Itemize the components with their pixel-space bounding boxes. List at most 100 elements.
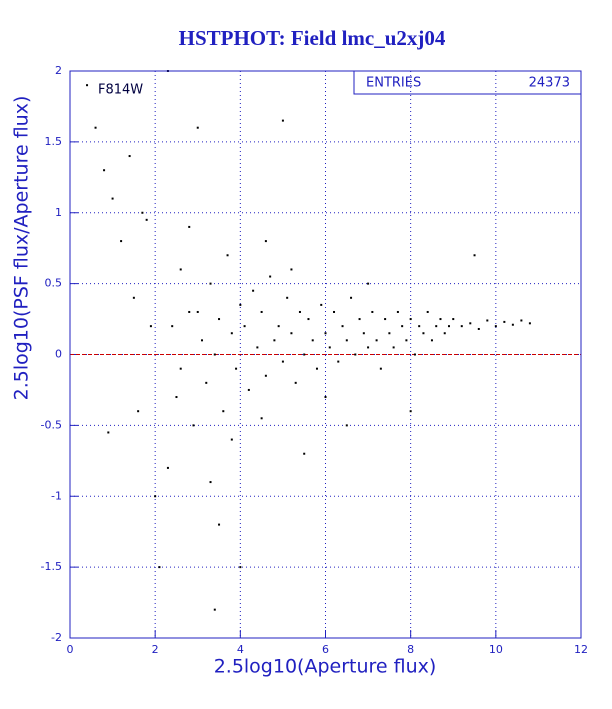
- y-tick-label: -1.5: [41, 560, 62, 573]
- point: [111, 197, 114, 200]
- point: [375, 339, 378, 342]
- point: [213, 353, 216, 356]
- point: [354, 353, 357, 356]
- point: [367, 346, 370, 349]
- point: [520, 319, 523, 322]
- y-tick-label: 2: [55, 64, 62, 77]
- point: [345, 339, 348, 342]
- point: [226, 254, 229, 257]
- point: [260, 417, 263, 420]
- point: [171, 325, 174, 328]
- point: [367, 282, 370, 285]
- point: [405, 339, 408, 342]
- point: [120, 240, 123, 243]
- point: [252, 289, 255, 292]
- point: [435, 325, 438, 328]
- point: [418, 325, 421, 328]
- point: [294, 381, 297, 384]
- point: [209, 481, 212, 484]
- stats-value: 24373: [529, 76, 570, 91]
- point: [311, 339, 314, 342]
- point: [239, 566, 242, 569]
- point: [243, 325, 246, 328]
- point: [401, 325, 404, 328]
- point: [290, 268, 293, 271]
- y-tick-label: 0.5: [45, 277, 63, 290]
- point: [413, 353, 416, 356]
- x-tick-label: 2: [152, 643, 159, 656]
- point: [328, 346, 331, 349]
- point: [503, 320, 506, 323]
- point: [196, 126, 199, 129]
- point: [277, 325, 280, 328]
- point: [439, 318, 442, 321]
- y-tick-label: 0: [55, 348, 62, 361]
- point: [137, 410, 140, 413]
- point: [298, 310, 301, 313]
- point: [179, 268, 182, 271]
- point: [379, 367, 382, 370]
- annotation: F814W: [98, 83, 143, 98]
- point: [511, 323, 514, 326]
- x-tick-label: 0: [67, 643, 74, 656]
- point: [103, 169, 106, 172]
- point: [247, 388, 250, 391]
- point: [324, 396, 327, 399]
- point: [337, 360, 340, 363]
- point: [281, 119, 284, 122]
- point: [409, 318, 412, 321]
- point: [264, 240, 267, 243]
- point: [469, 322, 472, 325]
- point: [264, 374, 267, 377]
- point: [430, 339, 433, 342]
- y-tick-label: 1.5: [45, 135, 63, 148]
- point: [388, 332, 391, 335]
- point: [158, 566, 161, 569]
- point: [86, 84, 89, 87]
- point: [422, 332, 425, 335]
- point: [307, 318, 310, 321]
- point: [188, 225, 191, 228]
- point: [218, 318, 221, 321]
- point: [473, 254, 476, 257]
- point: [341, 325, 344, 328]
- point: [315, 367, 318, 370]
- point: [175, 396, 178, 399]
- y-tick-label: 1: [55, 206, 62, 219]
- point: [443, 332, 446, 335]
- stats-label: ENTRIES: [366, 76, 421, 91]
- point: [384, 318, 387, 321]
- point: [222, 410, 225, 413]
- point: [179, 367, 182, 370]
- point: [273, 339, 276, 342]
- y-tick-label: -0.5: [41, 418, 62, 431]
- point: [149, 325, 152, 328]
- point: [460, 325, 463, 328]
- point: [345, 424, 348, 427]
- point: [477, 327, 480, 330]
- point: [303, 452, 306, 455]
- point: [286, 296, 289, 299]
- point: [396, 310, 399, 313]
- y-axis-label: 2.5log10(PSF flux/Aperture flux): [11, 96, 33, 401]
- point: [290, 332, 293, 335]
- x-tick-label: 8: [407, 643, 414, 656]
- point: [166, 466, 169, 469]
- chart-title: HSTPHOT: Field lmc_u2xj04: [179, 26, 446, 50]
- point: [281, 360, 284, 363]
- x-tick-label: 12: [574, 643, 588, 656]
- point: [392, 346, 395, 349]
- point: [218, 523, 221, 526]
- point: [141, 211, 144, 214]
- point: [235, 367, 238, 370]
- point: [362, 332, 365, 335]
- point: [230, 332, 233, 335]
- point: [333, 310, 336, 313]
- x-axis-label: 2.5log10(Aperture flux): [214, 656, 437, 678]
- point: [447, 325, 450, 328]
- point: [209, 282, 212, 285]
- point: [132, 296, 135, 299]
- y-tick-label: -1: [51, 489, 62, 502]
- x-tick-label: 10: [489, 643, 503, 656]
- point: [426, 310, 429, 313]
